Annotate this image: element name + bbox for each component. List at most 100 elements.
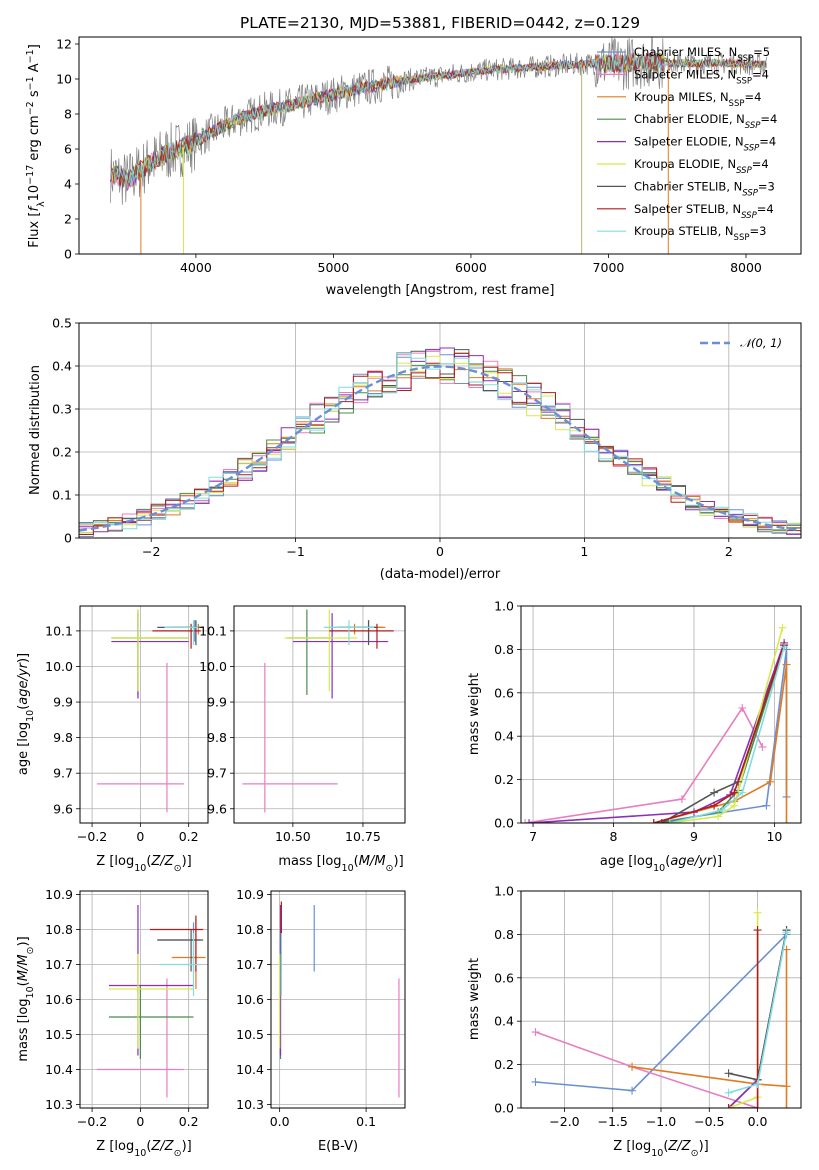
y-tick-label: 10.9 bbox=[45, 887, 73, 902]
weight-point-marker bbox=[730, 788, 739, 797]
plot-area-spectrum bbox=[110, 37, 767, 254]
y-tick-label: 0.4 bbox=[494, 729, 514, 744]
weight-point-marker bbox=[628, 1086, 637, 1095]
y-axis-label: Normed distribution bbox=[28, 365, 43, 495]
axes-frame bbox=[270, 890, 406, 1109]
axes-spectrum: 4000 5000 6000 7000 8000 0 2 4 6 8 10 12 bbox=[56, 36, 802, 275]
y-tick-label: 0.0 bbox=[494, 1101, 514, 1116]
weight-point-marker bbox=[525, 819, 534, 823]
spectrum-legend: Chabrier MILES, NSSP=5 Salpeter MILES, NS… bbox=[597, 45, 777, 243]
x-axis-label: (data-model)/error bbox=[380, 567, 501, 582]
weight-point-marker bbox=[753, 926, 762, 935]
weight-point-marker bbox=[710, 801, 719, 810]
axes-mass_vs_Z: −0.2 0 0.2 10.3 10.4 10.5 10.6 10.7 10.8 10.9 bbox=[45, 887, 209, 1129]
weight-point-marker bbox=[521, 819, 530, 823]
weight-line bbox=[653, 644, 785, 823]
axes-frame bbox=[78, 36, 802, 255]
y-tick-label: 0.2 bbox=[494, 1057, 514, 1072]
histogram-step bbox=[79, 352, 801, 535]
weight-line bbox=[728, 930, 759, 1108]
x-tick-label: 1 bbox=[580, 544, 588, 559]
weight-point-marker bbox=[753, 1080, 762, 1089]
y-tick-label: 10.1 bbox=[45, 623, 73, 638]
legend-entry: Salpeter MILES, NSSP=4 bbox=[634, 67, 769, 86]
weight-point-marker bbox=[762, 801, 771, 810]
y-tick-label: 0.4 bbox=[494, 1014, 514, 1029]
y-tick-label: 1.0 bbox=[494, 884, 514, 899]
axes-age_vs_mass: 10.50 10.75 9.6 9.7 9.8 9.9 10.0 10.1 bbox=[199, 605, 406, 844]
x-axis-label: Z [log10(Z/Z⊙)] bbox=[613, 1139, 708, 1159]
y-tick-label: 9.8 bbox=[53, 730, 73, 745]
y-tick-label: 10.0 bbox=[199, 659, 227, 674]
y-tick-label: 10.6 bbox=[45, 992, 73, 1007]
axes-frame bbox=[520, 605, 802, 824]
x-tick-label: 2 bbox=[725, 544, 733, 559]
model-spectrum bbox=[110, 52, 767, 190]
plot-area-mass_weight_vs_age bbox=[521, 623, 791, 823]
plot-area-age_vs_Z bbox=[96, 609, 204, 813]
weight-point-marker bbox=[724, 1104, 733, 1108]
x-tick-label: 8000 bbox=[730, 260, 762, 275]
y-tick-label: 0.1 bbox=[52, 488, 72, 503]
y-tick-label: 10.6 bbox=[236, 992, 264, 1007]
x-tick-label: 0.2 bbox=[179, 829, 199, 844]
legend-entry: Chabrier STELIB, NSSP=3 bbox=[634, 179, 775, 198]
weight-point-marker bbox=[677, 795, 686, 804]
weight-point-marker bbox=[782, 928, 791, 937]
x-tick-label: −1.5 bbox=[598, 1114, 628, 1129]
y-tick-label: 9.7 bbox=[207, 766, 227, 781]
weight-point-marker bbox=[782, 1082, 791, 1091]
legend-entry: Kroupa ELODIE, NSSP=4 bbox=[634, 157, 769, 176]
y-tick-label: 0.0 bbox=[494, 816, 514, 831]
weight-line bbox=[535, 1031, 758, 1108]
weight-point-marker bbox=[758, 743, 767, 752]
y-tick-label: 10.9 bbox=[236, 887, 264, 902]
y-tick-label: 0 bbox=[64, 247, 72, 262]
x-tick-label: 8 bbox=[610, 829, 618, 844]
y-tick-label: 10.7 bbox=[45, 957, 73, 972]
plot-area-mass_weight_vs_Z bbox=[531, 908, 791, 1108]
y-tick-label: 10.0 bbox=[45, 659, 73, 674]
y-tick-label: 10.3 bbox=[45, 1097, 73, 1112]
y-axis-label: age [log10(age/yr)] bbox=[16, 653, 36, 775]
axes-residuals: −2 −1 0 1 2 0 0.1 0.2 0.3 0.4 0.5 bbox=[52, 316, 802, 559]
x-tick-label: 10.50 bbox=[275, 829, 311, 844]
x-axis-label: mass [log10(M/M⊙)] bbox=[278, 854, 403, 874]
y-tick-label: 0.2 bbox=[52, 445, 72, 460]
x-tick-label: 4000 bbox=[180, 260, 212, 275]
axes-frame bbox=[79, 605, 209, 824]
x-tick-label: 5000 bbox=[318, 260, 350, 275]
y-tick-label: 9.9 bbox=[207, 695, 227, 710]
axes-age_vs_Z: −0.2 0 0.2 9.6 9.7 9.8 9.9 10.0 10.1 bbox=[45, 605, 209, 844]
y-tick-label: 8 bbox=[64, 107, 72, 122]
weight-line bbox=[669, 627, 784, 823]
y-tick-label: 10.4 bbox=[45, 1062, 73, 1077]
weight-point-marker bbox=[782, 660, 791, 669]
x-tick-label: 0.2 bbox=[179, 1114, 199, 1129]
x-tick-label: 0.0 bbox=[270, 1114, 290, 1129]
y-tick-label: 0.6 bbox=[494, 970, 514, 985]
y-axis-label: mass [log10(M/M⊙)] bbox=[16, 936, 36, 1061]
legend-entry: Salpeter STELIB, NSSP=4 bbox=[634, 202, 774, 221]
y-tick-label: 10.5 bbox=[236, 1027, 264, 1042]
y-tick-label: 9.6 bbox=[53, 801, 73, 816]
weight-line bbox=[661, 644, 785, 823]
x-tick-label: 0.0 bbox=[748, 1114, 768, 1129]
y-tick-label: 4 bbox=[64, 177, 72, 192]
y-tick-label: 0.3 bbox=[52, 402, 72, 417]
x-tick-label: 0 bbox=[436, 544, 444, 559]
y-tick-label: 10.4 bbox=[236, 1062, 264, 1077]
weight-line bbox=[661, 644, 785, 823]
x-axis-label: wavelength [Angstrom, rest frame] bbox=[326, 283, 555, 298]
y-axis-label: Flux [fλ10−17 erg cm−2 s−1 A−1] bbox=[25, 44, 47, 248]
weight-point-marker bbox=[730, 801, 739, 810]
y-tick-label: 10.8 bbox=[236, 922, 264, 937]
y-tick-label: 10.8 bbox=[45, 922, 73, 937]
axes-frame bbox=[520, 890, 802, 1109]
y-tick-label: 0.5 bbox=[52, 316, 72, 331]
y-tick-label: 10.7 bbox=[236, 957, 264, 972]
x-axis-label: Z [log10(Z/Z⊙)] bbox=[96, 854, 191, 874]
y-tick-label: 9.9 bbox=[53, 695, 73, 710]
weight-line bbox=[524, 706, 764, 823]
